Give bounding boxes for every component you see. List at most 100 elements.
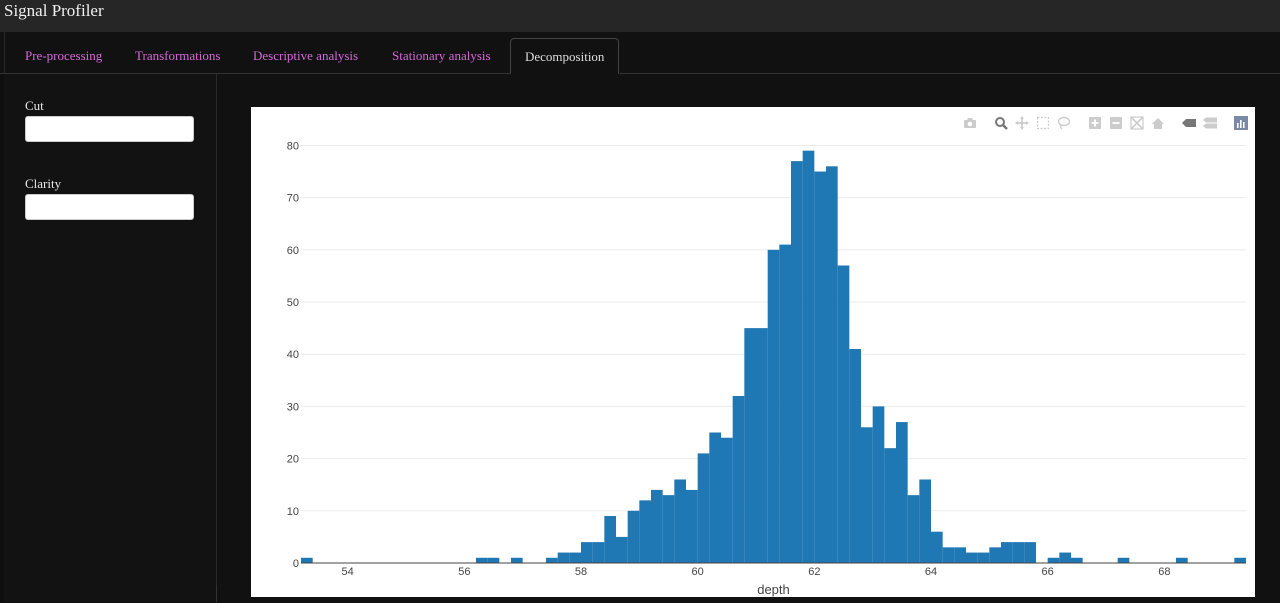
histogram-bar[interactable] [487,557,500,563]
histogram-bar[interactable] [709,432,721,563]
app-title: Signal Profiler [4,1,104,20]
histogram-bar[interactable] [907,495,920,563]
zoom-out-icon[interactable] [1107,115,1124,132]
y-tick-label: 70 [287,193,299,205]
x-tick-label: 66 [1042,566,1054,578]
histogram-bar[interactable] [697,453,710,563]
histogram-bar[interactable] [1024,542,1036,563]
histogram-bar[interactable] [849,349,861,563]
histogram-bar[interactable] [1117,557,1130,563]
histogram-bar[interactable] [604,516,616,563]
x-tick-label: 56 [458,566,470,578]
histogram-bar[interactable] [884,448,896,563]
cut-label: Cut [25,98,44,113]
x-tick-label: 58 [575,566,587,578]
x-tick-label: 60 [692,566,704,578]
sidebar: Cut Clarity [4,74,217,602]
histogram-bar[interactable] [546,557,558,563]
histogram-bar[interactable] [1176,557,1188,563]
histogram-bar[interactable] [1047,557,1060,563]
clarity-label: Clarity [25,176,62,191]
histogram-bar[interactable] [861,427,873,563]
spike-lines-icon[interactable] [1180,115,1197,132]
histogram-bar[interactable] [802,150,815,563]
histogram-bar[interactable] [569,552,581,563]
zoom-in-icon[interactable] [1086,115,1103,132]
histogram-chart[interactable]: 0 10 20 30 40 50 60 70 80 54 56 58 60 62 64 66 68 depth [251,107,1255,597]
histogram-bar[interactable] [954,547,966,563]
histogram-bar[interactable] [686,489,698,563]
zoom-icon[interactable] [992,115,1009,132]
histogram-bar[interactable] [966,552,978,563]
histogram-bar[interactable] [931,531,943,563]
y-tick-label: 10 [287,506,299,518]
histogram-bar[interactable] [511,557,523,563]
y-tick-labels: 0 10 20 30 40 50 60 70 80 [287,140,299,570]
histogram-bar[interactable] [1234,557,1246,563]
tab-descriptive-analysis[interactable]: Descriptive analysis [253,48,359,63]
histogram-bar[interactable] [721,437,733,563]
histogram-bar[interactable] [896,422,908,563]
histogram-bar[interactable] [651,489,663,563]
x-tick-labels: 54 56 58 60 62 64 66 68 [342,566,1171,578]
histogram-bar[interactable] [662,495,675,563]
tab-pre-processing[interactable]: Pre-processing [25,48,103,63]
histogram-bar[interactable] [1071,557,1083,563]
tab-stationary-analysis[interactable]: Stationary analysis [392,48,491,63]
histogram-bar[interactable] [627,510,640,563]
histogram-bar[interactable] [616,536,628,563]
histogram-bar[interactable] [919,479,931,563]
histogram-bar[interactable] [1059,552,1071,563]
histogram-bar[interactable] [592,542,605,563]
histogram-bar[interactable] [977,552,990,563]
y-tick-label: 20 [287,454,299,466]
x-axis-title: depth [757,582,790,597]
lasso-icon[interactable] [1055,115,1072,132]
histogram-bar[interactable] [301,557,313,563]
y-tick-label: 30 [287,401,299,413]
histogram-bar[interactable] [557,552,570,563]
x-tick-label: 64 [925,566,937,578]
histogram-bar[interactable] [814,171,826,563]
plot-modebar [961,114,1249,132]
camera-icon[interactable] [961,115,978,132]
histogram-bar[interactable] [732,395,745,563]
x-tick-label: 54 [342,566,354,578]
y-tick-label: 80 [287,140,299,152]
x-tick-label: 62 [808,566,820,578]
histogram-bar[interactable] [476,557,488,563]
tab-decomposition[interactable]: Decomposition [510,38,620,74]
x-tick-label: 68 [1158,566,1170,578]
histogram-bar[interactable] [826,166,838,563]
y-tick-label: 50 [287,297,299,309]
histogram-bar[interactable] [837,265,850,563]
histogram-bar[interactable] [989,547,1001,563]
histogram-bar[interactable] [639,500,651,563]
plotly-logo-icon[interactable] [1232,115,1249,132]
histogram-bar[interactable] [1012,542,1025,563]
y-tick-label: 0 [293,558,299,570]
histogram-bar[interactable] [791,161,803,563]
histogram-bar[interactable] [872,406,885,563]
plot-container: 0 10 20 30 40 50 60 70 80 54 56 58 60 62 64 66 68 depth [251,107,1255,597]
histogram-bar[interactable] [756,328,768,563]
histogram-bar[interactable] [674,479,686,563]
autoscale-icon[interactable] [1128,115,1145,132]
clarity-input[interactable] [25,194,194,220]
y-tick-label: 60 [287,245,299,257]
y-tick-label: 40 [287,349,299,361]
histogram-bar[interactable] [581,542,593,563]
pan-icon[interactable] [1013,115,1030,132]
histogram-bar[interactable] [744,328,756,563]
histogram-bars [301,150,1246,564]
cut-input[interactable] [25,116,194,142]
histogram-bar[interactable] [1001,542,1013,563]
histogram-bar[interactable] [767,249,780,563]
reset-axes-icon[interactable] [1149,115,1166,132]
tab-transformations[interactable]: Transformations [135,48,221,63]
title-bar: Signal Profiler [0,0,1280,32]
box-select-icon[interactable] [1034,115,1051,132]
histogram-bar[interactable] [779,244,791,564]
compare-hover-icon[interactable] [1201,115,1218,132]
histogram-bar[interactable] [942,547,955,563]
